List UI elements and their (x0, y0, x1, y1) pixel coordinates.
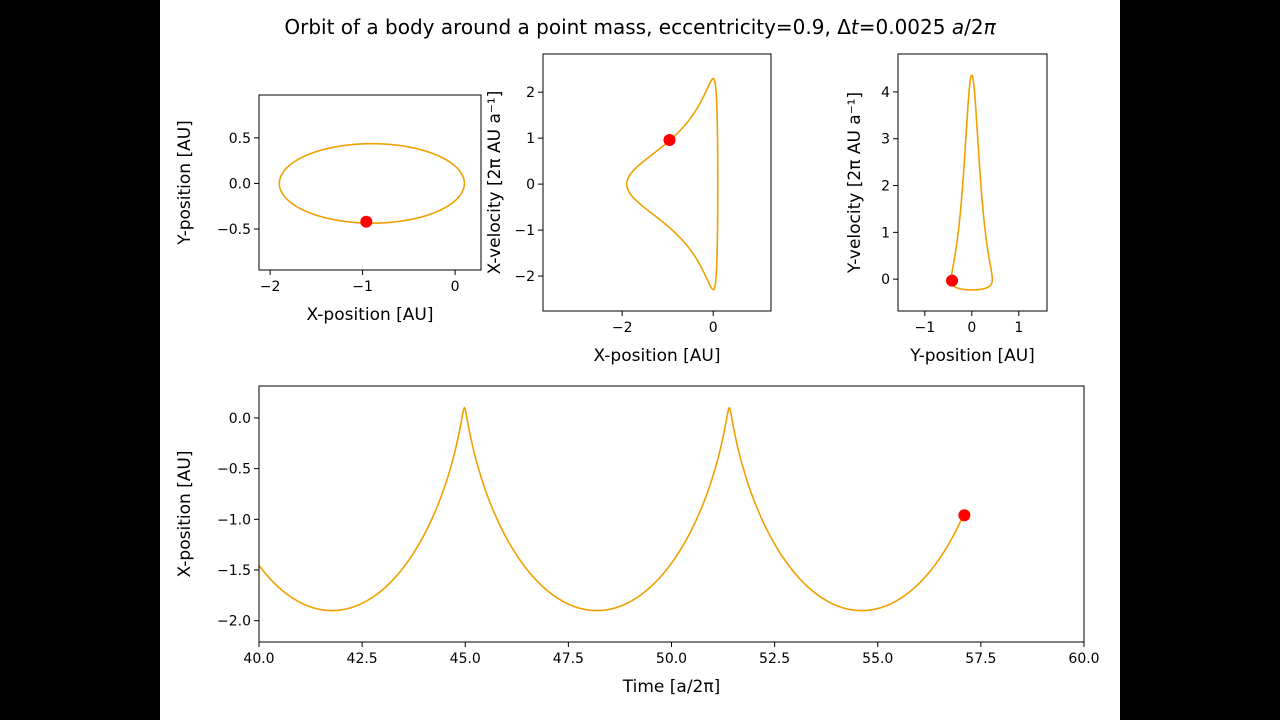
orbit-curve (259, 406, 966, 612)
x-tick-label: 50.0 (656, 651, 687, 667)
orbit-curve (625, 77, 719, 291)
y-axis-label: X-velocity [2π AU a⁻¹] (485, 91, 505, 275)
y-tick-label: 2 (526, 85, 535, 101)
y-tick-label: −1.0 (217, 512, 251, 528)
x-tick-label: −1 (914, 320, 935, 336)
axes-frame (542, 53, 772, 312)
y-tick-label: 0 (526, 177, 535, 193)
orbit-curve (278, 142, 466, 224)
title-part: a (952, 15, 964, 39)
x-tick-label: 0 (709, 320, 718, 336)
current-position-marker (663, 133, 676, 146)
y-tick-label: 2 (881, 179, 890, 195)
y-tick-label: −1.5 (217, 563, 251, 579)
y-tick-label: 1 (526, 131, 535, 147)
x-axis-label: X-position [AU] (593, 346, 720, 366)
title-part: /2 (964, 15, 983, 39)
letterbox-right (1120, 0, 1280, 720)
y-tick-label: 0.0 (229, 176, 251, 192)
title-part: Orbit of a body around a point mass, ecc… (284, 15, 851, 39)
x-tick-label: 60.0 (1068, 651, 1099, 667)
title-part: =0.0025 (859, 15, 952, 39)
x-tick-label: 0 (451, 279, 460, 295)
orbit-curve (950, 74, 994, 291)
x-tick-label: 57.5 (965, 651, 996, 667)
figure-background (160, 0, 1120, 720)
x-tick-label: 45.0 (450, 651, 481, 667)
current-position-marker (360, 215, 373, 228)
y-tick-label: −0.5 (217, 462, 251, 478)
y-tick-label: −1 (514, 223, 535, 239)
y-tick-label: 1 (881, 225, 890, 241)
title-part: π (984, 15, 997, 39)
axes-frame (897, 53, 1048, 312)
current-position-marker (958, 509, 971, 522)
title-part: t (851, 15, 860, 39)
subplot-y-phase: −1 0 1 4 3 2 1 0 Y-position [AU] Y-velocity [2π A… (845, 53, 1048, 366)
x-tick-label: 47.5 (553, 651, 584, 667)
x-tick-label: 52.5 (759, 651, 790, 667)
x-axis-label: Time [a/2π] (622, 677, 720, 697)
y-tick-label: −2 (514, 269, 535, 285)
y-axis-label: Y-velocity [2π AU a⁻¹] (845, 92, 865, 274)
y-axis-label: X-position [AU] (175, 450, 195, 577)
x-tick-label: 0 (967, 320, 976, 336)
y-tick-label: 4 (881, 85, 890, 101)
y-tick-label: 0.0 (229, 411, 251, 427)
letterbox-left (0, 0, 160, 720)
subplot-x-vs-time: 40.0 42.5 45.0 47.5 50.0 52.5 55.0 57.5 60.0 0.0 −… (175, 385, 1100, 697)
y-tick-label: 3 (881, 132, 890, 148)
x-axis-label: Y-position [AU] (909, 346, 1035, 366)
y-tick-label: −2.0 (217, 614, 251, 630)
x-axis-label: X-position [AU] (306, 305, 433, 325)
x-tick-label: 42.5 (347, 651, 378, 667)
x-tick-label: −1 (352, 279, 373, 295)
subplot-x-phase: −2 0 2 1 0 −1 −2 X-position [AU] X-velocity [2π … (485, 53, 772, 366)
axes-frame (258, 94, 482, 271)
x-tick-label: 55.0 (862, 651, 893, 667)
subplot-xy-position: −2 −1 0 0.5 0.0 −0.5 X-position [AU] Y-position… (175, 94, 482, 325)
y-tick-label: 0.5 (229, 131, 251, 147)
x-tick-label: −2 (612, 320, 633, 336)
current-position-marker (946, 274, 959, 287)
figure-title: Orbit of a body around a point mass, ecc… (284, 15, 996, 39)
x-tick-label: 1 (1014, 320, 1023, 336)
y-tick-label: −0.5 (217, 222, 251, 238)
y-tick-label: 0 (881, 272, 890, 288)
y-axis-label: Y-position [AU] (175, 120, 195, 246)
x-tick-label: 40.0 (243, 651, 274, 667)
x-tick-label: −2 (260, 279, 281, 295)
